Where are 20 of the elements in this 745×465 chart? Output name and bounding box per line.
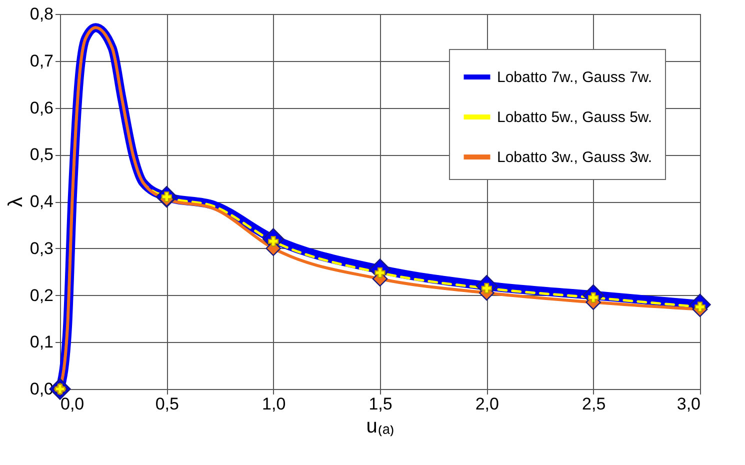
x-tick-label: 0,5 [155,394,179,414]
x-tick-label: 3,0 [676,394,700,414]
y-tick-label: 0,1 [30,332,54,352]
y-tick-label: 0,8 [30,4,54,24]
x-tick-label: 2,5 [582,394,606,414]
legend-label: Lobatto 5w., Gauss 5w. [497,109,652,126]
x-tick-label: 2,0 [475,394,499,414]
y-tick-label: 0,4 [30,192,54,211]
x-tick-label: 1,5 [368,394,392,414]
y-tick-label: 0,6 [30,98,54,118]
y-tick-label: 0,3 [30,238,54,258]
y-tick-label: 0,7 [30,51,54,70]
y-axis-title: λ [4,197,27,207]
x-tick-label: 0,0 [60,394,84,414]
legend-label: Lobatto 7w., Gauss 7w. [497,69,652,86]
legend-label: Lobatto 3w., Gauss 3w. [497,149,652,166]
y-tick-label: 0,5 [30,145,54,164]
y-tick-label: 0,2 [30,286,54,305]
x-tick-label: 1,0 [262,394,286,414]
x-axis-title: u₍ₐ₎ [366,416,395,438]
